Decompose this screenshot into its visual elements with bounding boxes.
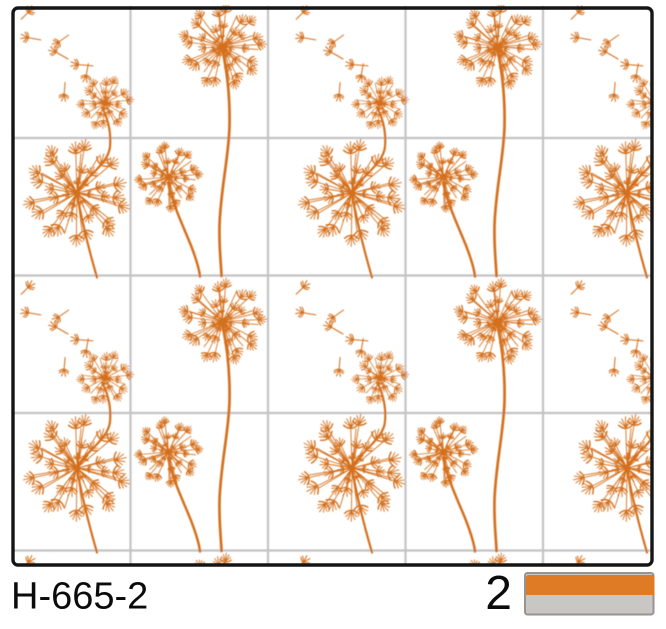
- svg-text:H-665-2: H-665-2: [11, 576, 148, 618]
- svg-text:2: 2: [485, 567, 512, 620]
